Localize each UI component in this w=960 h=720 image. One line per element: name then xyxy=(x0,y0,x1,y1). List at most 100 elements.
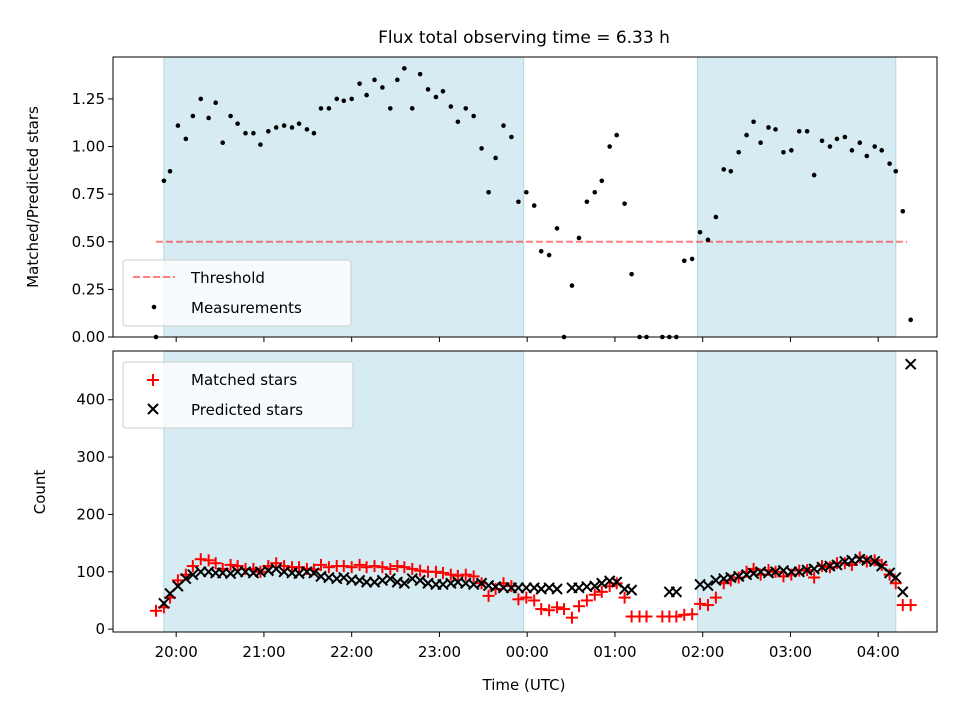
measurements-legend-label: Measurements xyxy=(191,299,302,317)
predicted-x-b xyxy=(732,570,745,583)
predicted-x-b xyxy=(293,567,305,580)
predicted-star-point xyxy=(338,571,350,584)
measurement-point xyxy=(455,119,461,125)
measurement-point xyxy=(531,203,537,208)
predicted-x-b xyxy=(793,566,805,578)
matched-star-point xyxy=(709,591,722,604)
top-y-tick-label: 1.25 xyxy=(72,90,105,108)
measurement-point xyxy=(842,134,848,140)
measurement-point xyxy=(736,149,741,155)
matched-star-point xyxy=(889,577,902,590)
matched-star-point xyxy=(353,558,366,571)
predicted-star-point xyxy=(883,567,896,579)
predicted-x-b xyxy=(868,555,881,568)
predicted-x-b xyxy=(625,584,638,596)
predicted-x-b xyxy=(710,574,722,587)
matched-star-point xyxy=(904,599,917,612)
measurement-point xyxy=(235,121,240,126)
predicted-x-b xyxy=(331,572,343,585)
bottom-legend-box xyxy=(122,361,354,429)
top-y-tick-label: 0.75 xyxy=(72,185,105,203)
matched-star-point xyxy=(451,569,464,582)
measurement-point xyxy=(161,178,167,184)
matched-star-point xyxy=(686,608,699,621)
measurement-point xyxy=(471,113,476,119)
measurement-point xyxy=(440,88,446,94)
predicted-star-point xyxy=(589,580,601,592)
predicted-x-b xyxy=(897,586,909,598)
matched-star-point xyxy=(535,603,548,616)
predicted-star-point xyxy=(831,559,843,571)
measurement-point xyxy=(296,121,302,126)
shaded-interval xyxy=(697,57,896,337)
predicted-x-b xyxy=(769,566,782,578)
predicted-x-b xyxy=(262,564,275,577)
bottom-x-tick-label: 01:00 xyxy=(593,643,636,661)
matched-star-point xyxy=(149,604,162,617)
measurement-point xyxy=(728,168,734,174)
predicted-star-point xyxy=(897,586,909,598)
matched-star-point xyxy=(398,561,411,574)
bottom-x-tick-label: 03:00 xyxy=(769,643,812,661)
predicted-star-point xyxy=(596,577,608,589)
measurement-point xyxy=(395,77,400,83)
measurement-point xyxy=(266,128,271,134)
predicted-x-b xyxy=(816,561,828,573)
measurement-point xyxy=(538,248,544,254)
predicted-star-point xyxy=(270,563,282,575)
measurement-point xyxy=(341,98,347,104)
matched-stars-points xyxy=(149,551,917,624)
predicted-x-b xyxy=(808,563,820,575)
predicted-star-point xyxy=(398,577,411,589)
measurement-point xyxy=(592,189,598,195)
matched-star-point xyxy=(429,565,442,578)
matched-star-point xyxy=(337,560,350,573)
measurement-point xyxy=(251,130,256,136)
measurement-point xyxy=(486,189,491,195)
measurement-point xyxy=(479,146,484,151)
top-x-ticks xyxy=(175,337,879,342)
matched-star-point xyxy=(224,558,237,571)
predicted-x-b xyxy=(718,572,730,585)
measurement-point xyxy=(758,140,763,146)
measurement-point xyxy=(493,155,498,161)
bottom-panel: 0 100 200 300 400 20:00 21:00 22:00 23:00 00:00 0… xyxy=(31,350,938,694)
measurement-point xyxy=(190,113,196,119)
measurement-point xyxy=(713,214,719,220)
measurement-point xyxy=(349,96,354,102)
predicted-star-point xyxy=(670,586,683,598)
predicted-x-b xyxy=(180,572,192,585)
top-y-tick-label: 1.00 xyxy=(72,138,105,156)
predicted-x-b xyxy=(831,559,843,571)
predicted-x-b xyxy=(254,566,267,578)
predicted-star-point xyxy=(384,572,397,585)
predicted-x-b xyxy=(158,597,170,610)
bottom-y-tick-label: 0 xyxy=(95,620,105,638)
bottom-x-tick-label: 21:00 xyxy=(242,643,285,661)
measurement-point xyxy=(697,229,703,235)
predicted-x-b xyxy=(904,358,917,370)
predicted-x-b xyxy=(725,571,737,584)
predicted-x-b xyxy=(890,571,902,584)
predicted-x-b xyxy=(414,574,426,587)
predicted-star-point xyxy=(414,574,426,587)
predicted-x-b xyxy=(573,582,585,594)
matched-star-point xyxy=(322,561,335,574)
measurement-point xyxy=(781,149,786,155)
predicted-legend-swatch xyxy=(147,403,159,415)
matched-star-point xyxy=(459,568,472,581)
measurement-point xyxy=(576,235,582,241)
matched-star-point xyxy=(595,585,608,598)
bottom-y-tick-label: 400 xyxy=(76,391,105,409)
measurement-point xyxy=(402,66,407,71)
predicted-star-point xyxy=(890,571,902,584)
measurement-point xyxy=(501,123,506,128)
matched-star-point xyxy=(360,561,373,574)
top-y-tick-label: 0.00 xyxy=(72,328,105,346)
measurement-point xyxy=(448,104,454,109)
top-legend-box xyxy=(122,259,352,327)
measurement-point xyxy=(167,168,173,174)
measurement-point xyxy=(372,77,377,83)
measurement-point xyxy=(463,106,469,111)
bottom-y-ticks: 0 100 200 300 400 xyxy=(76,391,113,638)
